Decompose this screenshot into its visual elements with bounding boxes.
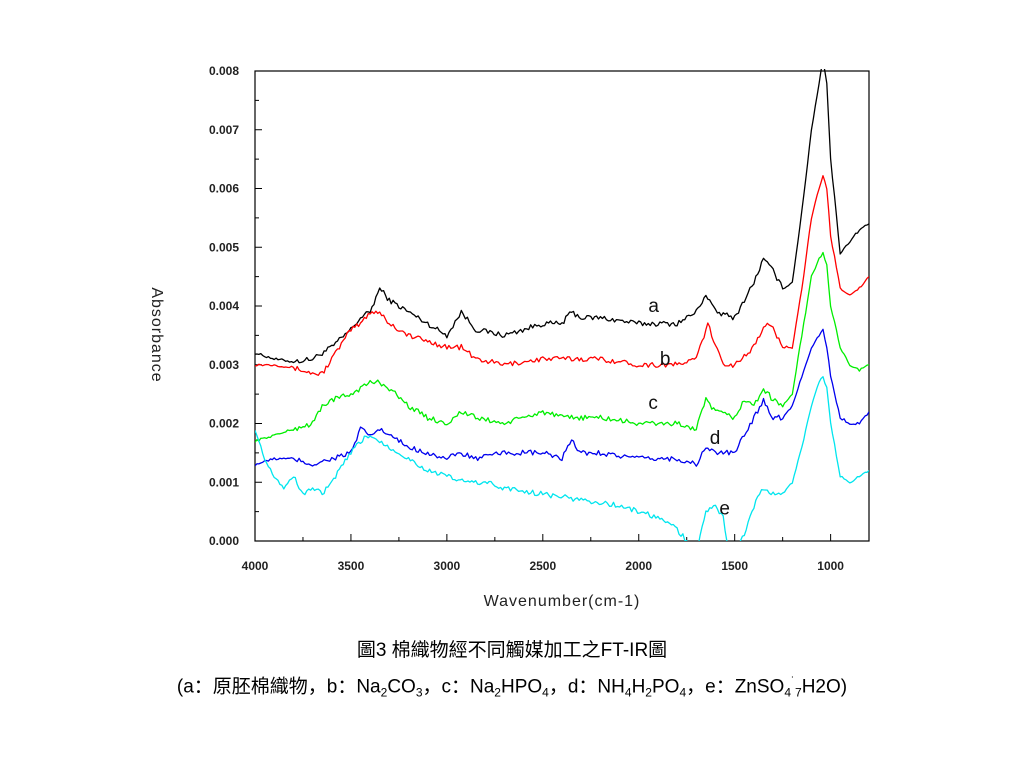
series-line-e: [255, 376, 869, 541]
figure-caption: 圖3 棉織物經不同觸媒加工之FT-IR圖 (a：原胚棉織物，b：Na2CO3，c…: [0, 635, 1024, 708]
y-tick-label: 0.001: [209, 475, 239, 489]
curve-label-d: d: [710, 428, 721, 449]
axis-ticks: [254, 70, 832, 542]
ftir-chart: 0.000 0.001 0.002 0.003 0.004 0.005 0.006 0.007…: [148, 64, 870, 610]
x-tick-label: 2500: [529, 559, 556, 573]
y-tick-label: 0.004: [209, 299, 239, 313]
y-tick-label: 0.008: [209, 64, 239, 78]
caption-line-2: (a：原胚棉織物，b：Na2CO3，c：Na2HPO4，d：NH4H2PO4，e…: [176, 674, 848, 700]
y-tick-label: 0.006: [209, 182, 239, 196]
series-line-c: [255, 251, 869, 443]
y-tick-label: 0.007: [209, 123, 239, 137]
curve-label-e: e: [719, 499, 730, 520]
spectra-curves: [255, 69, 869, 541]
curve-label-a: a: [648, 296, 659, 317]
series-line-d: [255, 328, 869, 467]
plot-area: [254, 70, 870, 542]
y-axis-title: Absorbance: [148, 287, 165, 382]
x-tick-label: 2000: [625, 559, 652, 573]
y-tick-label: 0.002: [209, 417, 239, 431]
curve-label-b: b: [660, 349, 671, 370]
y-tick-label: 0.005: [209, 240, 239, 254]
x-tick-label: 1500: [721, 559, 748, 573]
curve-labels: a b c d e: [648, 296, 730, 520]
curve-label-c: c: [648, 393, 658, 414]
tick-labels: 0.000 0.001 0.002 0.003 0.004 0.005 0.006 0.007…: [209, 64, 844, 573]
x-axis-title: Wavenumber(cm-1): [484, 593, 641, 610]
x-tick-label: 4000: [242, 559, 269, 573]
x-tick-label: 1000: [817, 559, 844, 573]
caption-line-1: 圖3 棉織物經不同觸媒加工之FT-IR圖: [356, 640, 668, 661]
x-tick-label: 3000: [434, 559, 461, 573]
series-line-b: [255, 175, 869, 376]
y-tick-label: 0.000: [209, 534, 239, 548]
x-tick-label: 3500: [338, 559, 365, 573]
y-tick-label: 0.003: [209, 358, 239, 372]
